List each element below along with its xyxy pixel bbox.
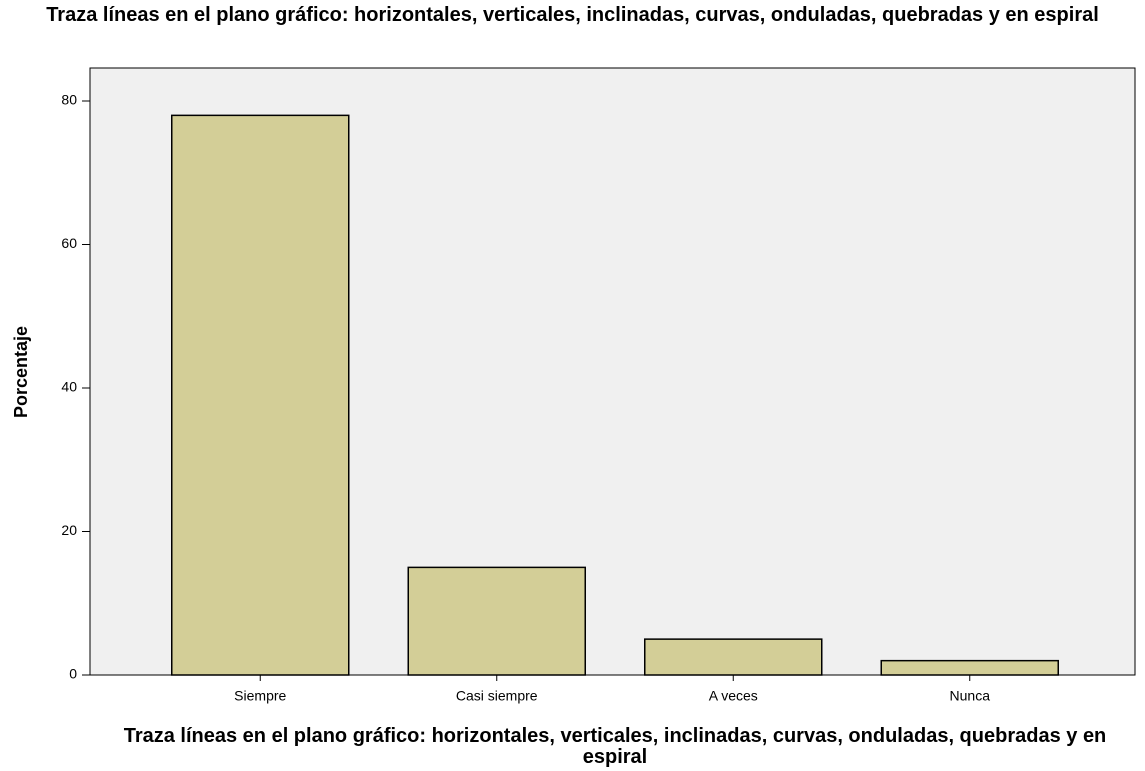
y-tick-label: 80 <box>61 92 77 108</box>
x-tick-label: Casi siempre <box>456 688 538 704</box>
y-tick-label: 20 <box>61 522 77 538</box>
x-tick-label: Nunca <box>950 688 991 704</box>
y-tick-label: 0 <box>69 666 77 682</box>
x-axis-label: Traza líneas en el plano gráfico: horizo… <box>123 725 1107 768</box>
x-tick-label: Siempre <box>234 688 286 704</box>
chart-title: Traza líneas en el plano gráfico: horizo… <box>46 4 1099 26</box>
x-tick-label: A veces <box>709 688 758 704</box>
bar <box>171 114 350 676</box>
bar <box>880 659 1059 676</box>
y-axis-label: Porcentaje <box>11 326 31 418</box>
bar <box>644 638 823 676</box>
y-tick-label: 60 <box>61 235 77 251</box>
bar <box>407 566 586 676</box>
y-tick-label: 40 <box>61 379 77 395</box>
